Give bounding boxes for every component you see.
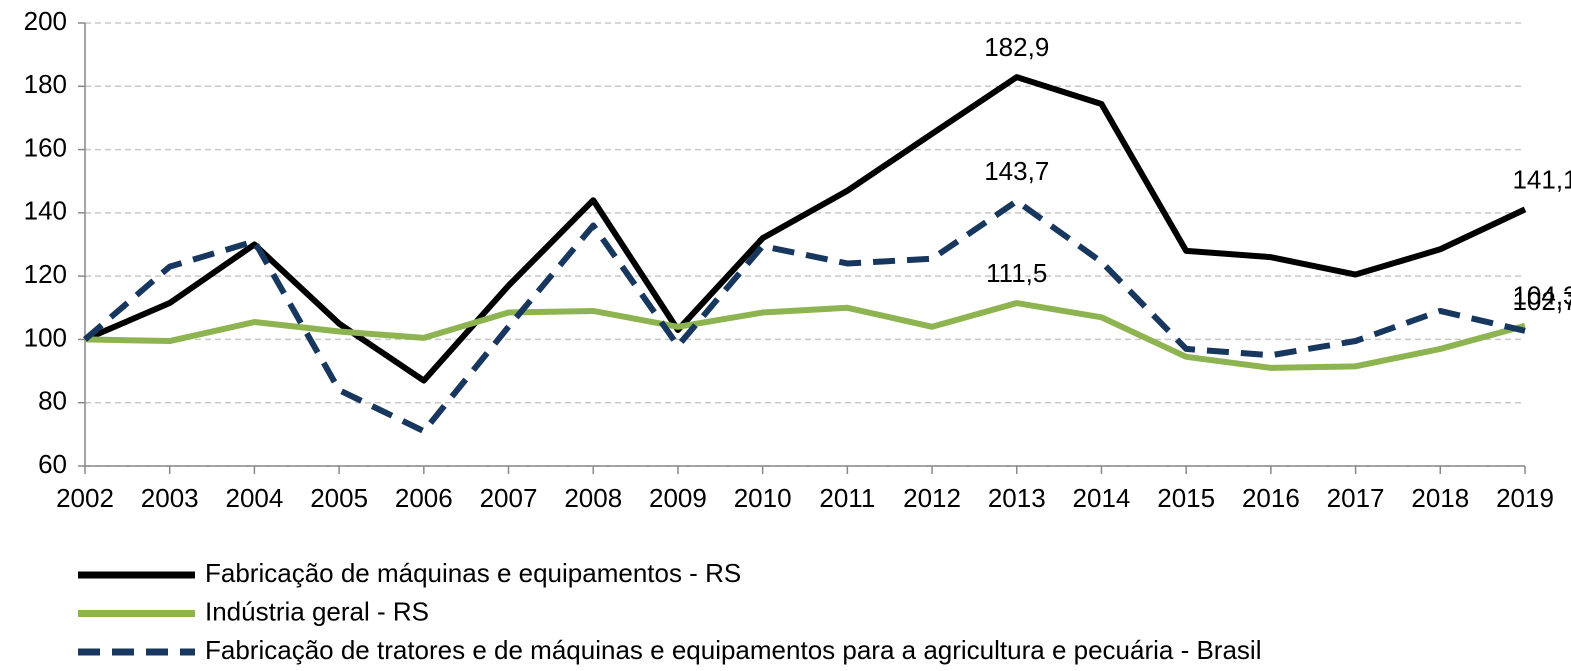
y-tick-label: 160 bbox=[24, 132, 67, 162]
x-tick-label: 2015 bbox=[1157, 483, 1215, 513]
legend-label: Indústria geral - RS bbox=[205, 596, 429, 626]
y-tick-label: 120 bbox=[24, 259, 67, 289]
series-line bbox=[83, 74, 1527, 384]
x-tick-label: 2005 bbox=[310, 483, 368, 513]
data-label: 141,1 bbox=[1512, 164, 1571, 194]
x-tick-label: 2011 bbox=[819, 483, 875, 513]
data-label: 111,5 bbox=[986, 258, 1047, 288]
y-tick-label: 60 bbox=[38, 449, 67, 479]
data-label: 102,7 bbox=[1512, 286, 1571, 316]
legend-label: Fabricação de tratores e de máquinas e e… bbox=[205, 635, 1261, 665]
x-tick-label: 2010 bbox=[734, 483, 792, 513]
x-tick-label: 2008 bbox=[564, 483, 622, 513]
x-tick-label: 2018 bbox=[1411, 483, 1469, 513]
x-tick-label: 2017 bbox=[1327, 483, 1385, 513]
series-line bbox=[84, 300, 1526, 371]
y-tick-label: 200 bbox=[24, 6, 67, 36]
series-line bbox=[83, 198, 1526, 435]
y-tick-label: 80 bbox=[38, 386, 67, 416]
x-tick-label: 2007 bbox=[480, 483, 538, 513]
x-tick-label: 2002 bbox=[56, 483, 114, 513]
legend-label: Fabricação de máquinas e equipamentos - … bbox=[205, 558, 741, 588]
data-label: 143,7 bbox=[984, 156, 1049, 186]
x-tick-label: 2006 bbox=[395, 483, 453, 513]
data-label: 182,9 bbox=[984, 32, 1049, 62]
x-tick-label: 2009 bbox=[649, 483, 707, 513]
y-tick-label: 100 bbox=[24, 322, 67, 352]
y-tick-label: 140 bbox=[24, 196, 67, 226]
x-tick-label: 2019 bbox=[1496, 483, 1554, 513]
data-label: 104,3 bbox=[1512, 281, 1571, 311]
x-tick-label: 2016 bbox=[1242, 483, 1300, 513]
x-tick-label: 2014 bbox=[1073, 483, 1131, 513]
x-tick-label: 2012 bbox=[903, 483, 961, 513]
y-tick-label: 180 bbox=[24, 69, 67, 99]
x-tick-label: 2013 bbox=[988, 483, 1046, 513]
x-tick-label: 2004 bbox=[225, 483, 283, 513]
x-tick-label: 2003 bbox=[141, 483, 199, 513]
